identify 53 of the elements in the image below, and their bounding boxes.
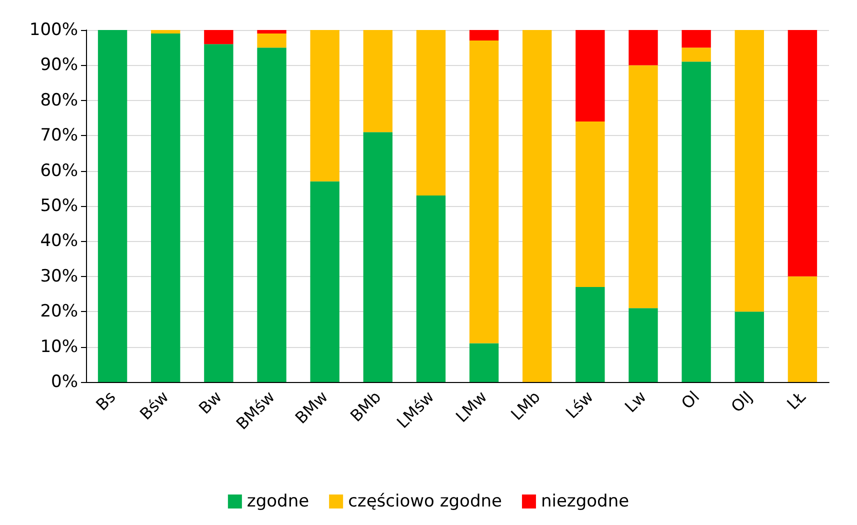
bar	[310, 30, 340, 182]
x-tick-label: Bw	[194, 387, 226, 418]
bar	[469, 30, 499, 41]
bar	[682, 62, 711, 382]
bar	[416, 195, 446, 382]
y-tick-label: 60%	[40, 160, 78, 181]
bar	[363, 132, 392, 382]
x-tick-label: Bs	[92, 387, 120, 414]
x-tick-label: LŁ	[783, 387, 810, 414]
y-tick-label: 30%	[40, 266, 78, 286]
bar	[204, 30, 234, 44]
bar	[469, 343, 499, 382]
x-tick-label: OlJ	[727, 387, 756, 416]
y-tick-label: 50%	[40, 196, 78, 216]
bar	[734, 30, 764, 312]
y-tick-label: 0%	[51, 372, 78, 392]
bar	[310, 181, 340, 382]
bar	[363, 30, 392, 132]
y-tick-label: 40%	[40, 231, 78, 252]
bar	[576, 286, 605, 382]
bar	[788, 276, 818, 382]
legend-label: zgodne	[246, 492, 310, 512]
bar	[628, 30, 658, 66]
legend-label: niezgodne	[540, 492, 630, 512]
y-tick-label: 10%	[40, 336, 78, 357]
y-tick-label: 70%	[40, 126, 78, 146]
bar	[416, 30, 446, 196]
bar	[734, 312, 764, 382]
y-tick-label: 100%	[29, 20, 78, 40]
y-tick-label: 20%	[40, 302, 78, 322]
bar	[576, 30, 605, 122]
bar	[257, 30, 286, 34]
bar	[469, 40, 499, 344]
x-tick-label: Ol	[678, 387, 704, 413]
y-tick-label: 80%	[40, 90, 78, 110]
bar	[682, 48, 711, 62]
bar	[204, 44, 234, 382]
bar	[257, 48, 286, 382]
bar	[628, 65, 658, 308]
bar	[257, 34, 286, 48]
bar	[788, 30, 818, 276]
bar	[576, 122, 605, 287]
x-tick-label: LMb	[507, 387, 544, 424]
y-tick-label: 90%	[40, 55, 78, 76]
bar	[151, 30, 180, 34]
x-tick-label: Lw	[620, 387, 650, 416]
bar	[628, 308, 658, 382]
bar	[98, 30, 128, 382]
legend-label: częściowo zgodne	[348, 492, 502, 512]
bar	[151, 34, 180, 382]
bar	[522, 30, 552, 382]
x-tick-label: Lśw	[562, 387, 597, 422]
bar	[682, 30, 711, 48]
